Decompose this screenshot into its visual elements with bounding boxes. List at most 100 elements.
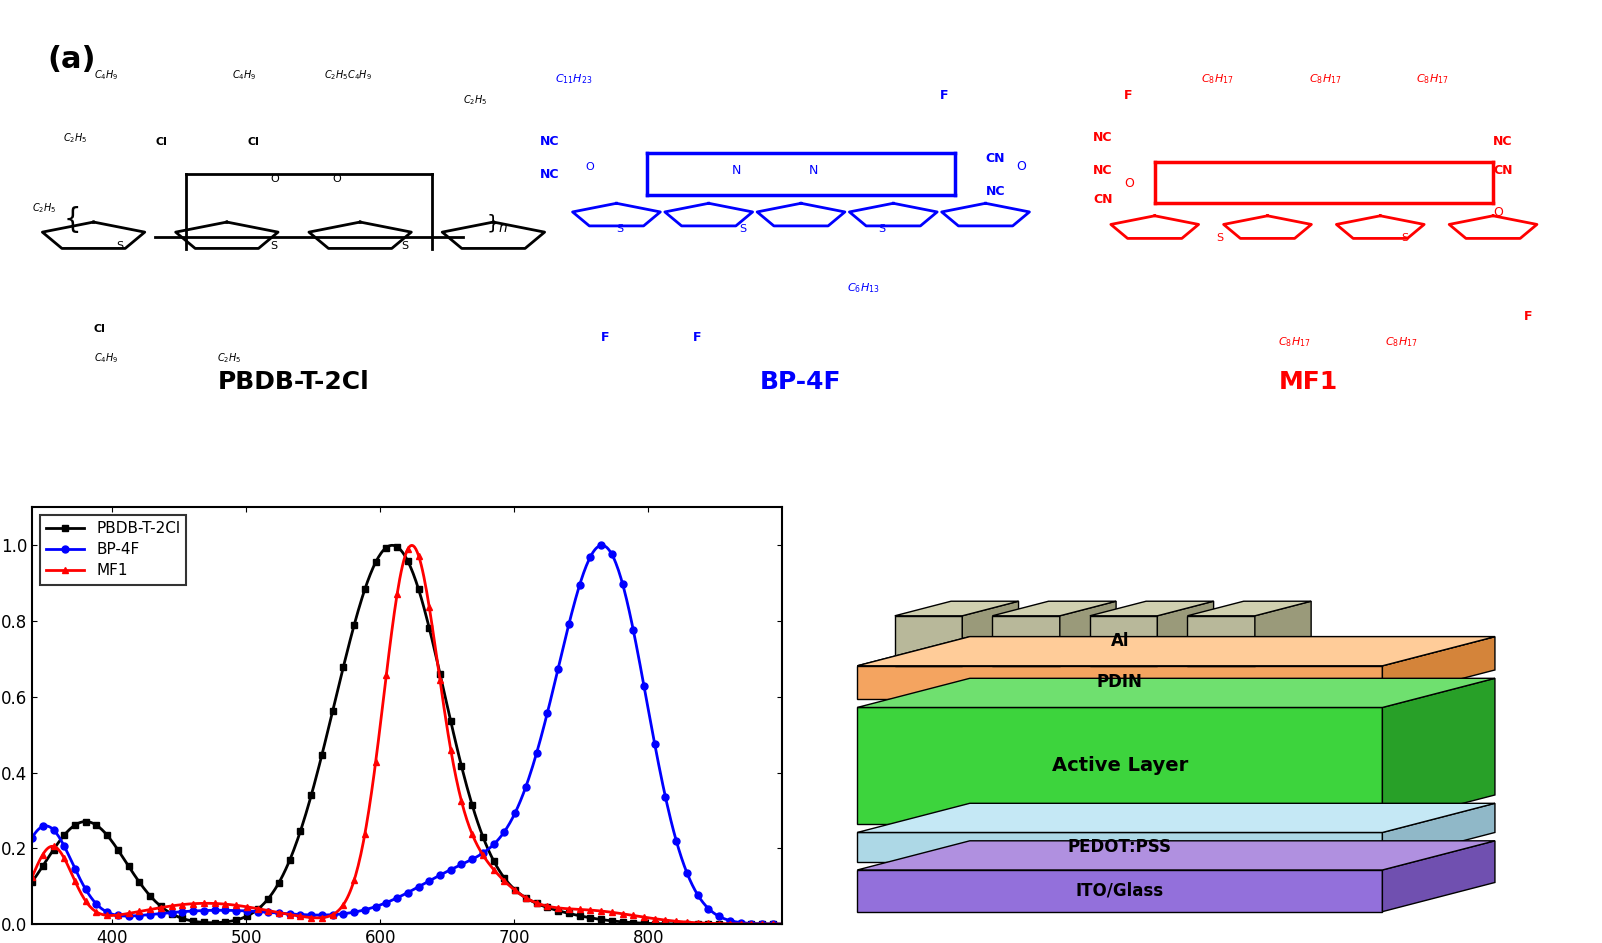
Polygon shape bbox=[992, 602, 1117, 616]
MF1 bbox=[660, 915, 679, 926]
PBDB-T-2Cl bbox=[551, 906, 570, 918]
Text: S: S bbox=[400, 241, 409, 251]
Polygon shape bbox=[857, 637, 1495, 666]
Text: $C_2H_5$: $C_2H_5$ bbox=[32, 202, 56, 215]
BP-4F bbox=[593, 539, 612, 551]
Polygon shape bbox=[1383, 803, 1495, 862]
PBDB-T-2Cl bbox=[772, 918, 791, 930]
PBDB-T-2Cl bbox=[22, 876, 42, 887]
Text: S: S bbox=[1400, 233, 1408, 242]
Text: O: O bbox=[1016, 160, 1027, 173]
Text: O: O bbox=[332, 174, 341, 185]
Text: Cl: Cl bbox=[155, 137, 167, 147]
Line: BP-4F: BP-4F bbox=[29, 542, 785, 928]
MF1 bbox=[509, 887, 529, 899]
Text: S: S bbox=[617, 224, 623, 235]
BP-4F bbox=[85, 895, 104, 906]
Polygon shape bbox=[1157, 602, 1214, 666]
Text: $\{$: $\{$ bbox=[62, 205, 78, 236]
Text: $C_8H_{17}$: $C_8H_{17}$ bbox=[1202, 73, 1234, 86]
Text: (a): (a) bbox=[48, 45, 96, 74]
Legend: PBDB-T-2Cl, BP-4F, MF1: PBDB-T-2Cl, BP-4F, MF1 bbox=[40, 515, 186, 585]
Text: NC: NC bbox=[540, 135, 559, 148]
BP-4F bbox=[27, 825, 46, 836]
Text: $C_{11}H_{23}$: $C_{11}H_{23}$ bbox=[554, 73, 593, 86]
BP-4F bbox=[772, 918, 791, 930]
Text: $C_2H_5$: $C_2H_5$ bbox=[216, 352, 242, 366]
Text: O: O bbox=[1125, 176, 1134, 190]
Text: CN: CN bbox=[1493, 164, 1512, 177]
Text: F: F bbox=[1125, 90, 1133, 102]
PBDB-T-2Cl bbox=[509, 887, 529, 899]
Text: O: O bbox=[586, 162, 594, 172]
Text: S: S bbox=[117, 241, 123, 251]
Text: BP-4F: BP-4F bbox=[761, 371, 841, 394]
Text: F: F bbox=[1524, 310, 1533, 323]
Text: S: S bbox=[271, 241, 277, 251]
Text: $C_4H_9$: $C_4H_9$ bbox=[93, 352, 119, 366]
Text: NC: NC bbox=[985, 185, 1004, 198]
MF1 bbox=[551, 902, 570, 914]
Text: F: F bbox=[694, 331, 702, 344]
MF1 bbox=[85, 904, 104, 916]
Text: O: O bbox=[1493, 206, 1503, 219]
Text: Cl: Cl bbox=[247, 137, 260, 147]
Text: $C_8H_{17}$: $C_8H_{17}$ bbox=[1309, 73, 1341, 86]
Text: $C_8H_{17}$: $C_8H_{17}$ bbox=[1386, 335, 1418, 349]
Text: CN: CN bbox=[985, 152, 1004, 165]
Polygon shape bbox=[1187, 602, 1310, 616]
Line: MF1: MF1 bbox=[29, 542, 785, 928]
MF1 bbox=[772, 918, 791, 930]
Polygon shape bbox=[857, 666, 1383, 699]
MF1 bbox=[27, 859, 46, 870]
Text: $C_2H_5C_4H_9$: $C_2H_5C_4H_9$ bbox=[324, 68, 372, 82]
Text: $C_8H_{17}$: $C_8H_{17}$ bbox=[1416, 73, 1448, 86]
PBDB-T-2Cl bbox=[383, 539, 402, 551]
Text: PBDB-T-2Cl: PBDB-T-2Cl bbox=[218, 371, 370, 394]
Text: N: N bbox=[732, 164, 742, 177]
Text: $\}_n$: $\}_n$ bbox=[485, 212, 508, 234]
Line: PBDB-T-2Cl: PBDB-T-2Cl bbox=[29, 542, 785, 928]
Text: NC: NC bbox=[1093, 131, 1113, 143]
Text: F: F bbox=[601, 331, 610, 344]
Polygon shape bbox=[1383, 841, 1495, 912]
Text: MF1: MF1 bbox=[1278, 371, 1338, 394]
Polygon shape bbox=[857, 833, 1383, 862]
Text: CN: CN bbox=[1093, 193, 1113, 207]
BP-4F bbox=[508, 802, 527, 813]
Text: NC: NC bbox=[540, 168, 559, 181]
PBDB-T-2Cl bbox=[660, 918, 679, 930]
Text: $C_8H_{17}$: $C_8H_{17}$ bbox=[1278, 335, 1310, 349]
Text: $C_2H_5$: $C_2H_5$ bbox=[62, 131, 88, 144]
Polygon shape bbox=[896, 616, 963, 666]
MF1 bbox=[679, 917, 698, 928]
Text: $C_6H_{13}$: $C_6H_{13}$ bbox=[847, 281, 879, 294]
Text: N: N bbox=[809, 164, 819, 177]
Text: Active Layer: Active Layer bbox=[1051, 756, 1189, 775]
BP-4F bbox=[22, 832, 42, 843]
PBDB-T-2Cl bbox=[679, 918, 698, 930]
Text: F: F bbox=[939, 90, 948, 102]
Text: $C_4H_9$: $C_4H_9$ bbox=[232, 68, 256, 82]
Text: S: S bbox=[878, 224, 884, 235]
Polygon shape bbox=[1061, 602, 1117, 666]
Polygon shape bbox=[896, 602, 1019, 616]
Polygon shape bbox=[1089, 616, 1157, 666]
BP-4F bbox=[660, 809, 679, 820]
Text: S: S bbox=[1216, 233, 1224, 242]
Polygon shape bbox=[1089, 602, 1214, 616]
Text: $C_4H_9$: $C_4H_9$ bbox=[93, 68, 119, 82]
PBDB-T-2Cl bbox=[27, 869, 46, 880]
Text: O: O bbox=[271, 174, 279, 185]
BP-4F bbox=[549, 657, 569, 669]
Text: NC: NC bbox=[1093, 164, 1113, 177]
Polygon shape bbox=[992, 616, 1061, 666]
Polygon shape bbox=[1254, 602, 1310, 666]
Polygon shape bbox=[857, 803, 1495, 833]
Polygon shape bbox=[1383, 637, 1495, 699]
Text: NC: NC bbox=[1493, 135, 1512, 148]
Text: $C_2H_5$: $C_2H_5$ bbox=[463, 93, 487, 108]
Polygon shape bbox=[1187, 616, 1254, 666]
MF1 bbox=[402, 539, 421, 551]
Text: ITO/Glass: ITO/Glass bbox=[1077, 882, 1165, 900]
